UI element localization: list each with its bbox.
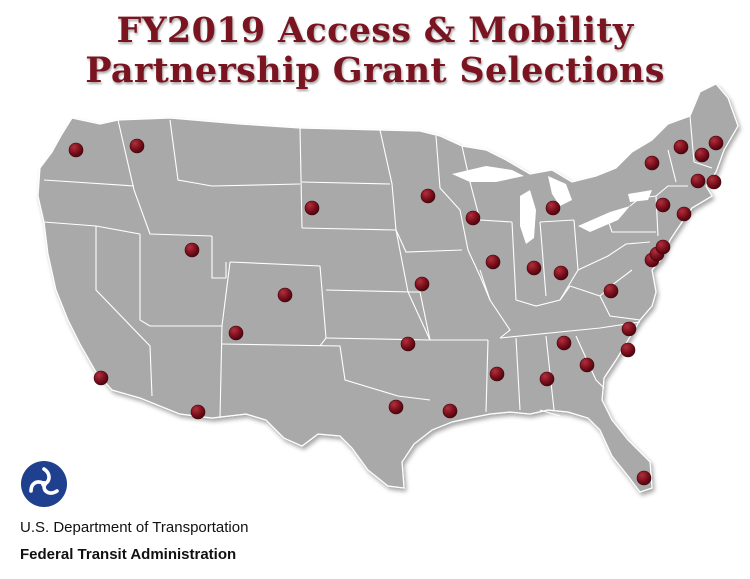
selection-marker[interactable] [620,342,636,358]
map-title-line-1: FY2019 Access & Mobility [116,10,634,51]
state-borders [43,115,713,419]
selection-marker[interactable] [129,138,145,154]
selection-marker[interactable] [526,260,542,276]
selection-marker[interactable] [420,188,436,204]
selection-marker[interactable] [388,399,404,415]
selection-marker[interactable] [603,283,619,299]
selection-marker[interactable] [636,470,652,486]
selection-marker[interactable] [539,371,555,387]
selection-marker[interactable] [465,210,481,226]
selection-marker[interactable] [190,404,206,420]
selection-marker[interactable] [621,321,637,337]
grant-selection-markers [68,135,724,486]
selection-marker[interactable] [400,336,416,352]
great-lakes [452,166,652,244]
selection-marker[interactable] [556,335,572,351]
dot-triskelion-logo-icon [21,461,67,507]
selection-marker[interactable] [694,147,710,163]
selection-marker[interactable] [93,370,109,386]
selection-marker[interactable] [304,200,320,216]
selection-marker[interactable] [228,325,244,341]
selection-marker[interactable] [68,142,84,158]
selection-marker[interactable] [277,287,293,303]
selection-marker[interactable] [690,173,706,189]
selection-marker[interactable] [545,200,561,216]
selection-marker[interactable] [553,265,569,281]
selection-marker[interactable] [706,174,722,190]
agency-department: U.S. Department of Transportation [20,519,249,536]
selection-marker[interactable] [708,135,724,151]
selection-marker[interactable] [579,357,595,373]
selection-marker[interactable] [655,239,671,255]
selection-marker[interactable] [676,206,692,222]
selection-marker[interactable] [442,403,458,419]
map-title-line-2: Partnership Grant Selections [85,50,665,91]
agency-administration: Federal Transit Administration [20,546,237,563]
selection-marker[interactable] [485,254,501,270]
selection-marker[interactable] [655,197,671,213]
selection-marker[interactable] [414,276,430,292]
selection-marker[interactable] [644,155,660,171]
selection-marker[interactable] [673,139,689,155]
selection-marker[interactable] [489,366,505,382]
selection-marker[interactable] [184,242,200,258]
